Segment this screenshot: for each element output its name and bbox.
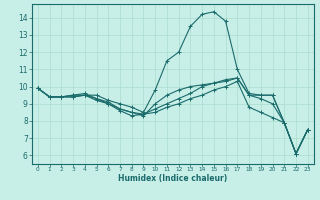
X-axis label: Humidex (Indice chaleur): Humidex (Indice chaleur): [118, 174, 228, 183]
